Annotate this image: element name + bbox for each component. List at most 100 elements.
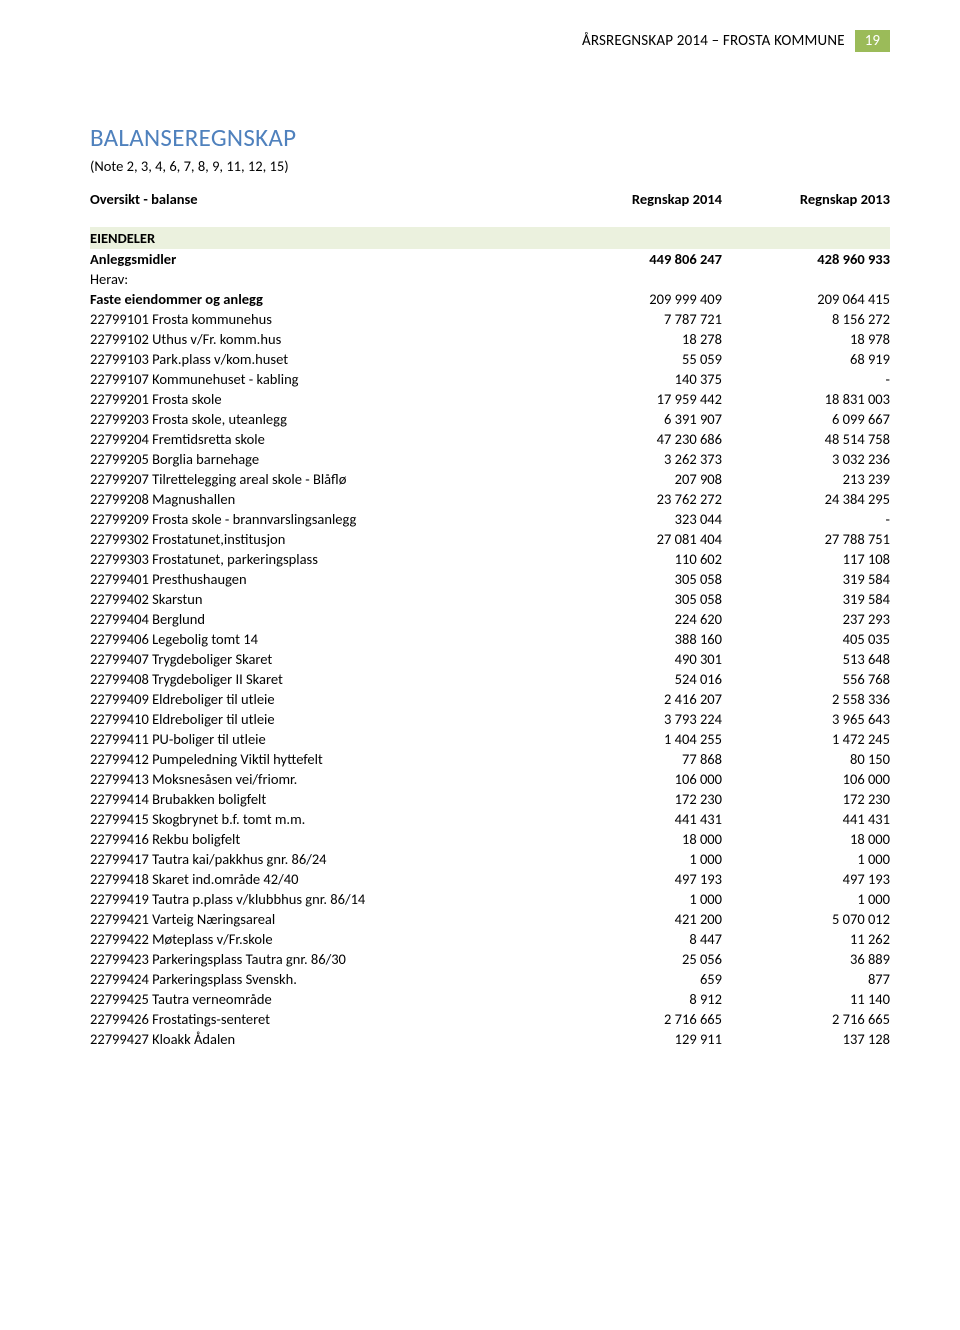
table-row: 22799410 Eldreboliger til utleie3 793 22… [90, 709, 890, 729]
cell-2014: 77 868 [554, 749, 722, 769]
cell-2013: 24 384 295 [722, 489, 890, 509]
cell-label: 22799101 Frosta kommunehus [90, 309, 554, 329]
cell-label: 22799401 Presthushaugen [90, 569, 554, 589]
table-row: 22799402 Skarstun305 058319 584 [90, 589, 890, 609]
cell-2014: 18 278 [554, 329, 722, 349]
balance-table: Oversikt - balanse Regnskap 2014 Regnska… [90, 189, 890, 1049]
cell-label: 22799203 Frosta skole, uteanlegg [90, 409, 554, 429]
spacer [90, 213, 890, 227]
cell-2014: 17 959 442 [554, 389, 722, 409]
cell-label: 22799416 Rekbu boligfelt [90, 829, 554, 849]
table-row: 22799423 Parkeringsplass Tautra gnr. 86/… [90, 949, 890, 969]
cell-label: 22799303 Frostatunet, parkeringsplass [90, 549, 554, 569]
cell-2014: 449 806 247 [554, 249, 722, 269]
table-row: 22799424 Parkeringsplass Svenskh.659877 [90, 969, 890, 989]
table-row: 22799303 Frostatunet, parkeringsplass110… [90, 549, 890, 569]
cell-2014: 524 016 [554, 669, 722, 689]
cell-2014: 1 404 255 [554, 729, 722, 749]
cell-label: 22799204 Fremtidsretta skole [90, 429, 554, 449]
cell-2014: 323 044 [554, 509, 722, 529]
page-container: ÅRSREGNSKAP 2014 – FROSTA KOMMUNE 19 BAL… [0, 0, 960, 1069]
cell-label: 22799422 Møteplass v/Fr.skole [90, 929, 554, 949]
cell-label: 22799409 Eldreboliger til utleie [90, 689, 554, 709]
cell-2014: 1 000 [554, 849, 722, 869]
cell-2014: 388 160 [554, 629, 722, 649]
cell-2013: 209 064 415 [722, 289, 890, 309]
cell-2014: 490 301 [554, 649, 722, 669]
cell-label: 22799402 Skarstun [90, 589, 554, 609]
table-row: 22799103 Park.plass v/kom.huset55 05968 … [90, 349, 890, 369]
cell-2014: 8 912 [554, 989, 722, 1009]
table-row: 22799302 Frostatunet,institusjon27 081 4… [90, 529, 890, 549]
cell-2013: - [722, 509, 890, 529]
section-label: EIENDELER [90, 227, 890, 249]
cell-2013: 137 128 [722, 1029, 890, 1049]
cell-2014: 8 447 [554, 929, 722, 949]
page-header: ÅRSREGNSKAP 2014 – FROSTA KOMMUNE 19 [90, 30, 890, 52]
cell-2014 [554, 269, 722, 289]
table-row: 22799207 Tilrettelegging areal skole - B… [90, 469, 890, 489]
table-row: 22799417 Tautra kai/pakkhus gnr. 86/241 … [90, 849, 890, 869]
header-text: ÅRSREGNSKAP 2014 – FROSTA KOMMUNE [582, 32, 845, 50]
table-row: 22799414 Brubakken boligfelt172 230172 2… [90, 789, 890, 809]
cell-label: 22799421 Varteig Næringsareal [90, 909, 554, 929]
cell-2013: 1 472 245 [722, 729, 890, 749]
cell-label: 22799208 Magnushallen [90, 489, 554, 509]
cell-2014: 2 716 665 [554, 1009, 722, 1029]
cell-2014: 305 058 [554, 589, 722, 609]
cell-2013: 237 293 [722, 609, 890, 629]
cell-2014: 207 908 [554, 469, 722, 489]
table-row: 22799413 Moksnesåsen vei/friomr.106 0001… [90, 769, 890, 789]
cell-2013: 5 070 012 [722, 909, 890, 929]
cell-label: 22799407 Trygdeboliger Skaret [90, 649, 554, 669]
cell-label: 22799207 Tilrettelegging areal skole - B… [90, 469, 554, 489]
cell-2014: 172 230 [554, 789, 722, 809]
cell-label: 22799417 Tautra kai/pakkhus gnr. 86/24 [90, 849, 554, 869]
cell-label: Anleggsmidler [90, 249, 554, 269]
cell-2013: 18 000 [722, 829, 890, 849]
cell-label: 22799412 Pumpeledning Viktil hyttefelt [90, 749, 554, 769]
cell-2014: 224 620 [554, 609, 722, 629]
cell-label: 22799419 Tautra p.plass v/klubbhus gnr. … [90, 889, 554, 909]
table-row: 22799408 Trygdeboliger II Skaret524 0165… [90, 669, 890, 689]
cell-label: 22799425 Tautra verneområde [90, 989, 554, 1009]
table-row: 22799418 Skaret ind.område 42/40497 1934… [90, 869, 890, 889]
cell-2013: 428 960 933 [722, 249, 890, 269]
table-row: 22799411 PU-boliger til utleie1 404 2551… [90, 729, 890, 749]
cell-label: 22799427 Kloakk Ådalen [90, 1029, 554, 1049]
section-eiendeler: EIENDELER [90, 227, 890, 249]
cell-label: 22799404 Berglund [90, 609, 554, 629]
cell-label: 22799102 Uthus v/Fr. komm.hus [90, 329, 554, 349]
cell-label: 22799201 Frosta skole [90, 389, 554, 409]
cell-label: 22799424 Parkeringsplass Svenskh. [90, 969, 554, 989]
cell-2013: 2 716 665 [722, 1009, 890, 1029]
table-row: 22799203 Frosta skole, uteanlegg6 391 90… [90, 409, 890, 429]
cell-label: 22799406 Legebolig tomt 14 [90, 629, 554, 649]
table-row: 22799209 Frosta skole - brannvarslingsan… [90, 509, 890, 529]
cell-2014: 209 999 409 [554, 289, 722, 309]
cell-2014: 27 081 404 [554, 529, 722, 549]
cell-label: 22799414 Brubakken boligfelt [90, 789, 554, 809]
cell-2014: 305 058 [554, 569, 722, 589]
table-row: 22799427 Kloakk Ådalen129 911137 128 [90, 1029, 890, 1049]
cell-2013: 213 239 [722, 469, 890, 489]
cell-2013: 513 648 [722, 649, 890, 669]
table-row: 22799102 Uthus v/Fr. komm.hus18 27818 97… [90, 329, 890, 349]
cell-label: 22799107 Kommunehuset - kabling [90, 369, 554, 389]
cell-2014: 659 [554, 969, 722, 989]
cell-label: 22799410 Eldreboliger til utleie [90, 709, 554, 729]
cell-2013: 877 [722, 969, 890, 989]
cell-2014: 55 059 [554, 349, 722, 369]
cell-2014: 129 911 [554, 1029, 722, 1049]
cell-2013: 6 099 667 [722, 409, 890, 429]
table-row: 22799205 Borglia barnehage3 262 3733 032… [90, 449, 890, 469]
cell-label: 22799408 Trygdeboliger II Skaret [90, 669, 554, 689]
cell-2013: 18 978 [722, 329, 890, 349]
col-header-2014: Regnskap 2014 [554, 189, 722, 213]
cell-2014: 110 602 [554, 549, 722, 569]
cell-2013: 80 150 [722, 749, 890, 769]
cell-label: 22799426 Frostatings-senteret [90, 1009, 554, 1029]
table-row: 22799407 Trygdeboliger Skaret490 301513 … [90, 649, 890, 669]
cell-label: 22799205 Borglia barnehage [90, 449, 554, 469]
cell-2013: 3 032 236 [722, 449, 890, 469]
